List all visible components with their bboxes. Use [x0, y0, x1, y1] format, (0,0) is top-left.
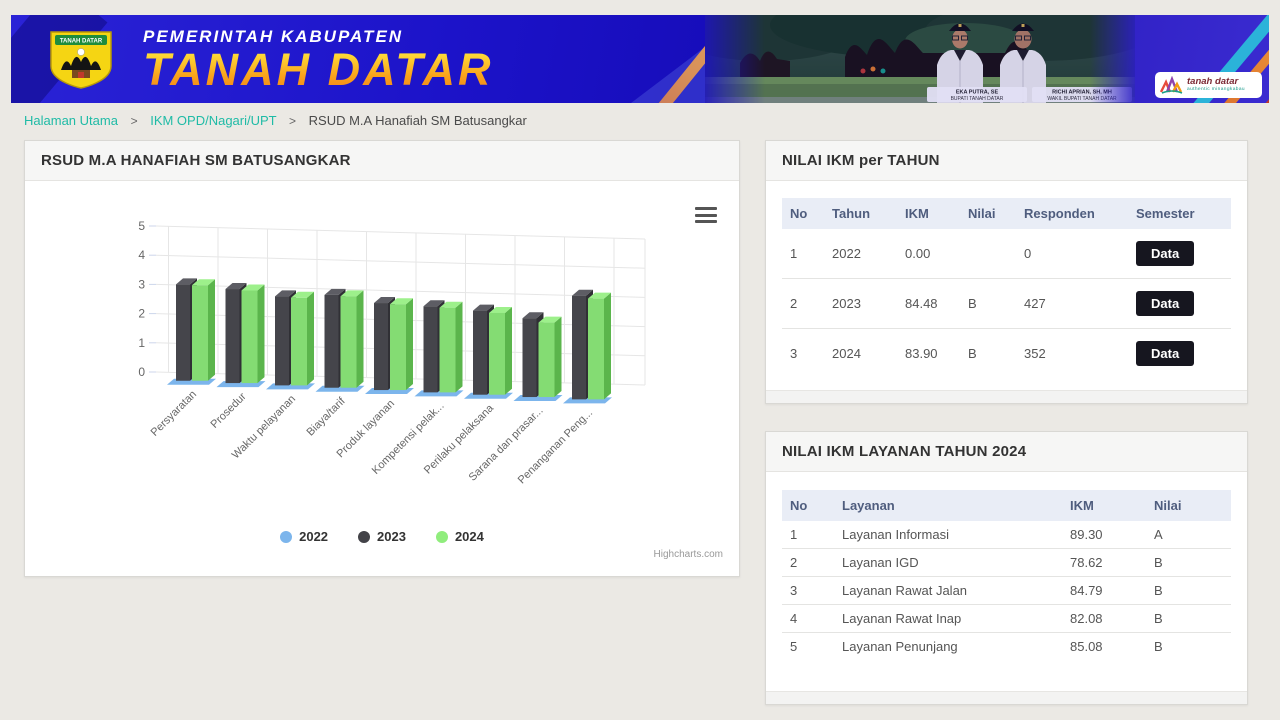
legend-marker-2023 — [358, 530, 371, 543]
ikm-layanan-panel: NILAI IKM LAYANAN TAHUN 2024 No Layanan … — [765, 431, 1248, 705]
svg-text:EKA PUTRA, SE: EKA PUTRA, SE — [956, 90, 999, 96]
table-row: 1 2022 0.00 0 Data — [782, 229, 1231, 279]
banner-titles: PEMERINTAH KABUPATEN TANAH DATAR — [143, 27, 493, 92]
table-row: 2 2023 84.48 B 427 Data — [782, 278, 1231, 329]
chart-column-group[interactable] — [513, 312, 563, 402]
col-nilai: Nilai — [960, 198, 1016, 229]
tourism-logo-text: tanah datar authentic minangkabau — [1187, 76, 1246, 93]
svg-text:0: 0 — [138, 365, 145, 379]
breadcrumb-current: RSUD M.A Hanafiah SM Batusangkar — [308, 113, 527, 128]
chart-panel-title: RSUD M.A HANAFIAH SM BATUSANGKAR — [25, 141, 739, 181]
col-layanan: Layanan — [834, 490, 1062, 521]
table-row: 3 2024 83.90 B 352 Data — [782, 329, 1231, 379]
col-no: No — [782, 198, 824, 229]
main-content: RSUD M.A HANAFIAH SM BATUSANGKAR 0 1 2 3 4 5 P… — [0, 140, 1280, 705]
table-header-row: No Tahun IKM Nilai Responden Semester — [782, 198, 1231, 229]
breadcrumb-separator: > — [130, 114, 138, 128]
table-row: 1 Layanan Informasi 89.30 A — [782, 521, 1231, 549]
legend-item-2022[interactable]: 2022 — [280, 529, 328, 544]
tanah-datar-tourism-logo: tanah datar authentic minangkabau — [1155, 72, 1262, 98]
official-name-chip-bupati: EKA PUTRA, SE BUPATI TANAH DATAR — [927, 87, 1027, 102]
breadcrumb-link-ikm-opd[interactable]: IKM OPD/Nagari/UPT — [150, 113, 277, 128]
col-ikm: IKM — [1062, 490, 1146, 521]
breadcrumb: Halaman Utama > IKM OPD/Nagari/UPT > RSU… — [24, 113, 1256, 128]
chart-column-group[interactable] — [414, 300, 464, 397]
col-ikm: IKM — [897, 198, 960, 229]
chart-column-group[interactable] — [315, 288, 365, 392]
data-button-2024[interactable]: Data — [1136, 341, 1195, 366]
right-column: NILAI IKM per TAHUN No Tahun IKM Nilai R… — [765, 140, 1248, 705]
officials-photo: EKA PUTRA, SE BUPATI TANAH DATAR RICHI A… — [705, 15, 1135, 103]
chart-column-group[interactable] — [216, 283, 266, 388]
svg-text:1: 1 — [138, 336, 145, 350]
svg-text:Biaya/tarif: Biaya/tarif — [305, 395, 349, 439]
breadcrumb-link-halaman-utama[interactable]: Halaman Utama — [24, 113, 118, 128]
chart-column-group[interactable] — [266, 290, 315, 390]
crest-banner-text: TANAH DATAR — [60, 39, 103, 45]
legend-item-2023[interactable]: 2023 — [358, 529, 406, 544]
highcharts-credit[interactable]: Highcharts.com — [653, 549, 723, 560]
col-no: No — [782, 490, 834, 521]
tourism-logo-mark — [1160, 76, 1183, 94]
chart-column-group[interactable] — [563, 289, 612, 404]
chart-body: 0 1 2 3 4 5 Persyaratan Prosedur Waktu pelayanan… — [25, 181, 739, 576]
svg-text:BUPATI TANAH DATAR: BUPATI TANAH DATAR — [951, 96, 1004, 102]
col-nilai: Nilai — [1146, 490, 1231, 521]
table-row: 3 Layanan Rawat Jalan 84.79 B — [782, 576, 1231, 605]
ikm-per-tahun-panel: NILAI IKM per TAHUN No Tahun IKM Nilai R… — [765, 140, 1248, 404]
table-row: 5 Layanan Penunjang 85.08 B — [790, 639, 1163, 654]
agency-line: PEMERINTAH KABUPATEN — [143, 26, 404, 46]
panel-footer — [766, 691, 1247, 704]
ikm-per-tahun-table: No Tahun IKM Nilai Responden Semester 1 — [782, 198, 1231, 378]
table-row: 2 Layanan IGD 78.62 B — [782, 548, 1231, 577]
ikm-per-tahun-body: No Tahun IKM Nilai Responden Semester 1 — [766, 181, 1247, 390]
banner-left: TANAH DATAR PEMERINTAH KABUPATEN TANAH D… — [11, 27, 493, 92]
table-header-row: No Layanan IKM Nilai — [782, 490, 1231, 521]
breadcrumb-separator: > — [289, 114, 297, 128]
data-button-2022[interactable]: Data — [1136, 241, 1195, 266]
chart-column-group[interactable] — [464, 304, 513, 399]
col-semester: Semester — [1128, 198, 1231, 229]
data-button-2023[interactable]: Data — [1136, 291, 1195, 316]
chart-context-menu-button[interactable] — [695, 207, 717, 223]
legend-marker-2022 — [280, 530, 293, 543]
ikm-per-tahun-title: NILAI IKM per TAHUN — [766, 141, 1247, 181]
ikm-layanan-table: No Layanan IKM Nilai 1 Layanan Informasi… — [782, 490, 1231, 660]
col-tahun: Tahun — [824, 198, 897, 229]
page: TANAH DATAR PEMERINTAH KABUPATEN TANAH D… — [0, 15, 1280, 705]
chart-panel: RSUD M.A HANAFIAH SM BATUSANGKAR 0 1 2 3 4 5 P… — [24, 140, 740, 577]
svg-text:Persyaratan: Persyaratan — [149, 388, 199, 438]
chart-column-group[interactable] — [167, 278, 216, 385]
tanah-datar-crest-logo: TANAH DATAR — [50, 31, 112, 89]
svg-text:5: 5 — [138, 219, 145, 233]
chart-legend: 2022 2023 2024 — [25, 529, 739, 544]
table-row: 4 Layanan Rawat Inap 82.08 B — [782, 604, 1231, 633]
ikm-layanan-body: No Layanan IKM Nilai 1 Layanan Informasi… — [766, 472, 1247, 691]
legend-item-2024[interactable]: 2024 — [435, 529, 484, 544]
svg-text:WAKIL BUPATI TANAH DATAR: WAKIL BUPATI TANAH DATAR — [1047, 96, 1117, 102]
header-banner: TANAH DATAR PEMERINTAH KABUPATEN TANAH D… — [11, 15, 1269, 103]
panel-footer — [766, 390, 1247, 403]
peci-cap — [949, 23, 971, 31]
svg-text:RICHI APRIAN, SH, MH: RICHI APRIAN, SH, MH — [1052, 90, 1112, 96]
chart-column-group[interactable] — [365, 297, 414, 395]
svg-text:4: 4 — [138, 248, 145, 262]
region-name: TANAH DATAR — [143, 43, 494, 95]
svg-text:2: 2 — [138, 307, 145, 321]
legend-marker-2024 — [435, 530, 448, 543]
ikm-layanan-title: NILAI IKM LAYANAN TAHUN 2024 — [766, 432, 1247, 472]
peci-cap — [1012, 23, 1034, 31]
rumah-gadang-silhouette — [845, 39, 1031, 77]
svg-text:3: 3 — [138, 277, 145, 291]
svg-text:Prosedur: Prosedur — [209, 390, 249, 430]
col-responden: Responden — [1016, 198, 1128, 229]
